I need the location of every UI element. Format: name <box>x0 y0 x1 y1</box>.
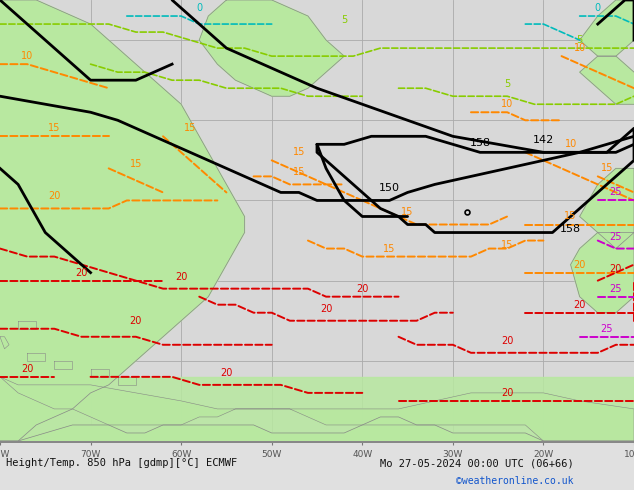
Text: 20: 20 <box>48 192 60 201</box>
Text: 15: 15 <box>501 240 514 249</box>
Polygon shape <box>0 393 118 441</box>
Polygon shape <box>91 369 108 377</box>
Text: 20: 20 <box>220 368 233 378</box>
Text: Mo 27-05-2024 00:00 UTC (06+66): Mo 27-05-2024 00:00 UTC (06+66) <box>380 458 574 468</box>
Polygon shape <box>199 0 344 96</box>
Text: 15: 15 <box>293 147 305 157</box>
Polygon shape <box>18 321 36 329</box>
Text: 5: 5 <box>341 15 347 25</box>
Text: 10: 10 <box>21 51 34 61</box>
Text: 20: 20 <box>574 260 586 270</box>
Text: ©weatheronline.co.uk: ©weatheronline.co.uk <box>456 476 574 486</box>
Text: 25: 25 <box>610 284 622 294</box>
Text: 20: 20 <box>501 336 514 346</box>
Text: Height/Temp. 850 hPa [gdmp][°C] ECMWF: Height/Temp. 850 hPa [gdmp][°C] ECMWF <box>6 458 238 468</box>
Text: 25: 25 <box>610 188 622 197</box>
Text: 20: 20 <box>356 284 368 294</box>
Text: 15: 15 <box>401 207 414 218</box>
Text: 15: 15 <box>48 123 60 133</box>
Polygon shape <box>0 0 245 441</box>
Text: 142: 142 <box>533 135 554 146</box>
Text: 10: 10 <box>501 99 514 109</box>
Text: 20: 20 <box>501 388 514 398</box>
Text: 20: 20 <box>130 316 142 326</box>
Text: 20: 20 <box>175 271 187 282</box>
Text: 15: 15 <box>564 212 577 221</box>
Text: 0: 0 <box>196 3 202 13</box>
Text: 15: 15 <box>130 159 142 170</box>
Text: 158: 158 <box>560 223 581 234</box>
Text: 25: 25 <box>610 232 622 242</box>
Text: 15: 15 <box>293 168 305 177</box>
Polygon shape <box>0 377 634 441</box>
Text: 5: 5 <box>504 79 510 89</box>
Polygon shape <box>55 361 72 369</box>
Text: 5: 5 <box>576 35 583 45</box>
Text: 20: 20 <box>21 364 34 374</box>
Text: 150: 150 <box>379 183 400 194</box>
Polygon shape <box>0 337 9 349</box>
Text: 15: 15 <box>600 163 613 173</box>
Text: 20: 20 <box>75 268 87 278</box>
Polygon shape <box>27 353 45 361</box>
Polygon shape <box>579 0 634 56</box>
Polygon shape <box>0 417 634 441</box>
Text: 10: 10 <box>564 139 577 149</box>
Text: 15: 15 <box>184 123 197 133</box>
Polygon shape <box>118 377 136 385</box>
Text: 20: 20 <box>610 264 622 273</box>
Text: 158: 158 <box>469 138 491 147</box>
Polygon shape <box>579 56 634 104</box>
Text: 25: 25 <box>600 324 613 334</box>
Polygon shape <box>0 377 634 441</box>
Polygon shape <box>571 233 634 313</box>
Text: 10: 10 <box>574 43 586 53</box>
Text: 20: 20 <box>574 300 586 310</box>
Polygon shape <box>579 169 634 248</box>
Text: 0: 0 <box>595 3 601 13</box>
Text: 20: 20 <box>320 304 332 314</box>
Text: 15: 15 <box>384 244 396 253</box>
